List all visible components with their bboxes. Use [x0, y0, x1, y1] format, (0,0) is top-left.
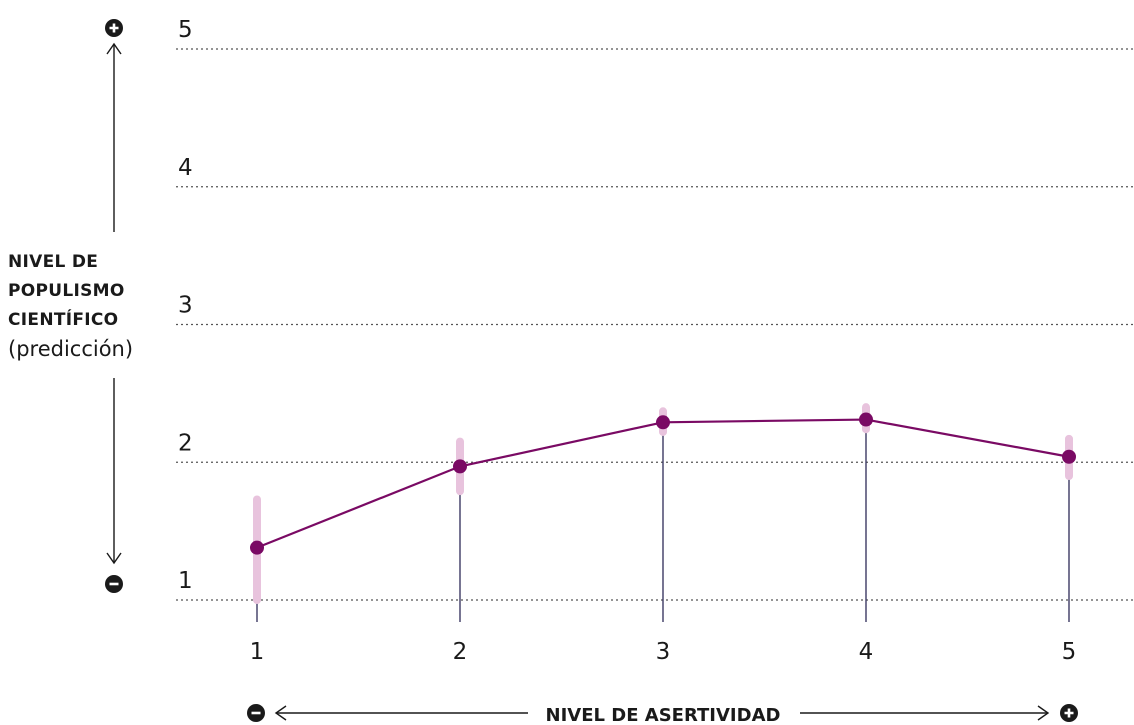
x-tick-label-4: 4 [859, 639, 874, 665]
x-tick-label-3: 3 [656, 639, 671, 665]
y-axis-label-line-2: POPULISMO [8, 281, 125, 301]
x-tick-labels: 1 2 3 4 5 [250, 639, 1077, 665]
arrow-right-head-icon [1037, 705, 1050, 721]
data-points [250, 412, 1076, 555]
y-tick-label-5: 5 [178, 17, 193, 43]
y-tick-label-2: 2 [178, 430, 193, 456]
data-point-1 [250, 540, 264, 555]
x-tick-label-1: 1 [250, 639, 265, 665]
x-tick-label-2: 2 [453, 639, 468, 665]
y-axis-indicator [105, 19, 123, 593]
arrow-up-head-icon [106, 42, 122, 55]
y-tick-label-1: 1 [178, 568, 193, 594]
plus-icon-glyph [1064, 708, 1074, 718]
y-axis-label-note: (predicción) [8, 337, 134, 361]
x-tick-label-5: 5 [1062, 639, 1077, 665]
arrow-down-head-icon [106, 552, 122, 565]
grid-lines [176, 48, 1134, 601]
drop-lines [256, 429, 1070, 622]
y-axis-label-line-3: CIENTÍFICO [8, 310, 119, 330]
x-axis-indicator: NIVEL DE ASERTIVIDAD [247, 704, 1078, 725]
data-point-5 [1062, 449, 1076, 464]
data-point-4 [859, 412, 873, 427]
plus-icon-glyph [109, 23, 119, 33]
y-tick-label-4: 4 [178, 155, 193, 181]
y-tick-label-3: 3 [178, 293, 193, 319]
y-tick-labels: 1 2 3 4 5 [178, 17, 193, 594]
data-point-2 [453, 459, 467, 474]
data-point-3 [656, 415, 670, 430]
arrow-left-head-icon [274, 705, 287, 721]
y-axis-label: NIVEL DE POPULISMO CIENTÍFICO (predicció… [8, 248, 133, 364]
y-axis-label-line-1: NIVEL DE [8, 252, 99, 272]
x-axis-label: NIVEL DE ASERTIVIDAD [546, 705, 781, 725]
